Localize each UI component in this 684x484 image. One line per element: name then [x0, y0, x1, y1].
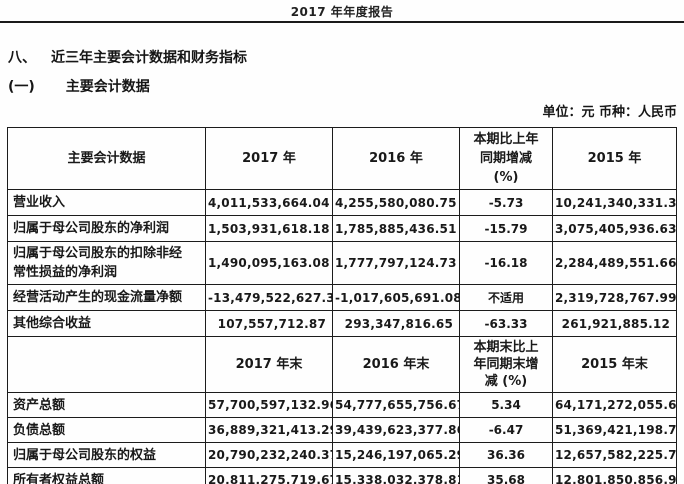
section-title: 近三年主要会计数据和财务指标 [51, 50, 247, 66]
table-row: 归属于母公司股东的权益 20,790,232,240.37 15,246,197,0… [7, 442, 677, 468]
value-2017: 36,889,321,413.29 [205, 417, 333, 443]
page-header-title: 2017 年年度报告 [290, 5, 394, 19]
value-2017: 1,503,931,618.18 [205, 215, 333, 242]
subsection-title: 主要会计数据 [65, 79, 150, 95]
value-change: -16.18 [459, 241, 553, 285]
table-row: 归属于母公司股东的扣除非经常性损益的净利润 1,490,095,163.08 1,7… [7, 241, 677, 285]
col-header-2015-end: 2015 年末 [552, 336, 677, 393]
value-2015: 261,921,885.12 [552, 310, 677, 337]
value-2015: 12,801,850,856.95 [552, 467, 677, 484]
value-2017: 1,490,095,163.08 [205, 241, 333, 285]
table-row: 营业收入 4,011,533,664.04 4,255,580,080.75 -5.7… [7, 189, 677, 216]
section-number: 八、 [8, 50, 36, 66]
row-label: 归属于母公司股东的净利润 [7, 215, 206, 242]
col-header-2015: 2015 年 [552, 127, 677, 190]
value-2017: -13,479,522,627.32 [205, 284, 333, 311]
table-row: 负债总额 36,889,321,413.29 39,439,623,377.86 -6… [7, 417, 677, 443]
col-header-end-change: 本期末比上年同期末增减 (%) [459, 336, 553, 393]
table-row: 归属于母公司股东的净利润 1,503,931,618.18 1,785,885,43… [7, 215, 677, 242]
value-2017: 20,790,232,240.37 [205, 442, 333, 468]
value-2017: 20,811,275,719.67 [205, 467, 333, 484]
value-2015: 3,075,405,936.63 [552, 215, 677, 242]
value-2016: 15,338,032,378.81 [332, 467, 460, 484]
row-label: 营业收入 [7, 189, 206, 216]
row-label: 经营活动产生的现金流量净额 [7, 284, 206, 311]
value-2015: 2,284,489,551.66 [552, 241, 677, 285]
value-change: 5.34 [459, 392, 553, 418]
value-change: -63.33 [459, 310, 553, 337]
table-header-row-annual: 主要会计数据 2017 年 2016 年 本期比上年同期增减(%) 2015 年 [7, 127, 677, 190]
table-row: 经营活动产生的现金流量净额 -13,479,522,627.32 -1,017,60… [7, 284, 677, 311]
subsection-number: (一) [8, 79, 35, 95]
value-change: -15.79 [459, 215, 553, 242]
value-2016: 54,777,655,756.67 [332, 392, 460, 418]
row-label: 归属于母公司股东的权益 [7, 442, 206, 468]
value-2015: 51,369,421,198.71 [552, 417, 677, 443]
row-label: 资产总额 [7, 392, 206, 418]
row-label: 归属于母公司股东的扣除非经常性损益的净利润 [7, 241, 206, 285]
header-divider [0, 21, 684, 23]
value-2016: 293,347,816.65 [332, 310, 460, 337]
annual-data-rows: 营业收入 4,011,533,664.04 4,255,580,080.75 -5.7… [7, 189, 677, 337]
value-2015: 12,657,582,225.74 [552, 442, 677, 468]
col-header-2016-end: 2016 年末 [332, 336, 460, 393]
table-header-row-period-end: 2017 年末 2016 年末 本期末比上年同期末增减 (%) 2015 年末 [7, 336, 677, 393]
value-2017: 4,011,533,664.04 [205, 189, 333, 216]
row-label: 所有者权益总额 [7, 467, 206, 484]
row-label: 负债总额 [7, 417, 206, 443]
value-change: -5.73 [459, 189, 553, 216]
value-2017: 107,557,712.87 [205, 310, 333, 337]
value-2015: 2,319,728,767.99 [552, 284, 677, 311]
row-label: 其他综合收益 [7, 310, 206, 337]
table-row: 其他综合收益 107,557,712.87 293,347,816.65 -63.33… [7, 310, 677, 337]
col-header-2017: 2017 年 [205, 127, 333, 190]
value-2017: 57,700,597,132.96 [205, 392, 333, 418]
value-2016: 15,246,197,065.29 [332, 442, 460, 468]
value-2016: 39,439,623,377.86 [332, 417, 460, 443]
value-2016: 4,255,580,080.75 [332, 189, 460, 216]
value-2015: 10,241,340,331.37 [552, 189, 677, 216]
table-row: 资产总额 57,700,597,132.96 54,777,655,756.67 5.… [7, 392, 677, 418]
period-end-data-rows: 资产总额 57,700,597,132.96 54,777,655,756.67 5.… [7, 392, 677, 484]
value-2016: -1,017,605,691.08 [332, 284, 460, 311]
value-change: 35.68 [459, 467, 553, 484]
col-header-2017-end: 2017 年末 [205, 336, 333, 393]
value-change: 不适用 [459, 284, 553, 311]
section-heading: 八、 近三年主要会计数据和财务指标 [8, 47, 247, 67]
unit-currency-note: 单位：元 币种：人民币 [542, 105, 677, 120]
value-change: -6.47 [459, 417, 553, 443]
value-change: 36.36 [459, 442, 553, 468]
col-header-2016: 2016 年 [332, 127, 460, 190]
value-2016: 1,785,885,436.51 [332, 215, 460, 242]
key-accounting-data-table: 主要会计数据 2017 年 2016 年 本期比上年同期增减(%) 2015 年… [7, 127, 677, 484]
value-2016: 1,777,797,124.73 [332, 241, 460, 285]
col-header-metric: 主要会计数据 [7, 127, 206, 190]
table-row: 所有者权益总额 20,811,275,719.67 15,338,032,378.8… [7, 467, 677, 484]
value-2015: 64,171,272,055.66 [552, 392, 677, 418]
col-header-blank [7, 336, 206, 393]
col-header-yoy-change: 本期比上年同期增减(%) [459, 127, 553, 190]
subsection-heading: (一) 主要会计数据 [8, 76, 150, 96]
